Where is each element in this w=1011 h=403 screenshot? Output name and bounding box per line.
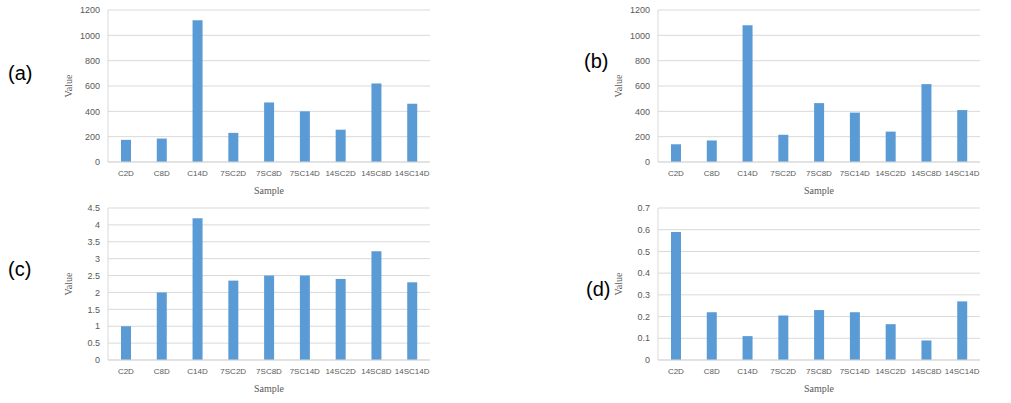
svg-text:Sample: Sample bbox=[804, 383, 835, 394]
svg-text:C8D: C8D bbox=[704, 367, 720, 376]
svg-text:7SC2D: 7SC2D bbox=[220, 169, 246, 178]
svg-text:C8D: C8D bbox=[154, 169, 170, 178]
svg-text:0.6: 0.6 bbox=[637, 225, 650, 235]
svg-text:14SC2D: 14SC2D bbox=[875, 367, 905, 376]
svg-text:C14D: C14D bbox=[187, 169, 208, 178]
svg-text:800: 800 bbox=[85, 56, 100, 66]
svg-text:7SC8D: 7SC8D bbox=[256, 367, 282, 376]
svg-text:14SC14D: 14SC14D bbox=[395, 367, 430, 376]
svg-text:3: 3 bbox=[95, 254, 100, 264]
svg-text:Value: Value bbox=[613, 74, 624, 97]
svg-text:14SC8D: 14SC8D bbox=[911, 367, 941, 376]
svg-text:1000: 1000 bbox=[630, 31, 650, 41]
svg-text:14SC2D: 14SC2D bbox=[875, 169, 905, 178]
svg-text:Value: Value bbox=[63, 272, 74, 295]
svg-text:0.5: 0.5 bbox=[637, 247, 650, 257]
html-text:(b): (b) bbox=[584, 50, 609, 72]
svg-text:2.5: 2.5 bbox=[87, 271, 100, 281]
svg-text:Sample: Sample bbox=[254, 383, 285, 394]
svg-text:600: 600 bbox=[635, 81, 650, 91]
svg-text:Sample: Sample bbox=[254, 185, 285, 196]
svg-text:1: 1 bbox=[95, 321, 100, 331]
svg-text:C2D: C2D bbox=[668, 367, 684, 376]
svg-text:7SC14D: 7SC14D bbox=[840, 367, 870, 376]
svg-text:0.4: 0.4 bbox=[637, 268, 650, 278]
svg-text:14SC14D: 14SC14D bbox=[945, 169, 980, 178]
svg-text:400: 400 bbox=[635, 107, 650, 117]
svg-text:Value: Value bbox=[613, 272, 624, 295]
svg-text:1.5: 1.5 bbox=[87, 305, 100, 315]
svg-text:7SC2D: 7SC2D bbox=[770, 367, 796, 376]
svg-text:7SC14D: 7SC14D bbox=[290, 367, 320, 376]
svg-text:14SC8D: 14SC8D bbox=[361, 169, 391, 178]
svg-text:4: 4 bbox=[95, 220, 100, 230]
svg-text:0.2: 0.2 bbox=[637, 312, 650, 322]
svg-text:7SC8D: 7SC8D bbox=[256, 169, 282, 178]
svg-text:14SC14D: 14SC14D bbox=[395, 169, 430, 178]
svg-text:0.5: 0.5 bbox=[87, 338, 100, 348]
svg-text:14SC8D: 14SC8D bbox=[361, 367, 391, 376]
svg-text:14SC14D: 14SC14D bbox=[945, 367, 980, 376]
svg-text:2: 2 bbox=[95, 288, 100, 298]
svg-text:0: 0 bbox=[95, 355, 100, 365]
svg-text:200: 200 bbox=[85, 132, 100, 142]
svg-text:0: 0 bbox=[645, 355, 650, 365]
svg-text:7SC8D: 7SC8D bbox=[806, 367, 832, 376]
svg-text:4.5: 4.5 bbox=[87, 203, 100, 213]
svg-text:7SC8D: 7SC8D bbox=[806, 169, 832, 178]
svg-text:14SC2D: 14SC2D bbox=[325, 367, 355, 376]
svg-text:1000: 1000 bbox=[80, 31, 100, 41]
svg-text:C2D: C2D bbox=[118, 169, 134, 178]
svg-text:C14D: C14D bbox=[187, 367, 208, 376]
svg-text:C2D: C2D bbox=[118, 367, 134, 376]
svg-text:0.1: 0.1 bbox=[637, 333, 650, 343]
svg-text:7SC14D: 7SC14D bbox=[840, 169, 870, 178]
svg-text:14SC8D: 14SC8D bbox=[911, 169, 941, 178]
svg-text:C8D: C8D bbox=[154, 367, 170, 376]
svg-text:400: 400 bbox=[85, 107, 100, 117]
svg-text:200: 200 bbox=[635, 132, 650, 142]
svg-text:C14D: C14D bbox=[737, 169, 758, 178]
html-text:(a): (a) bbox=[8, 62, 33, 84]
html-text:(d): (d) bbox=[586, 278, 611, 300]
svg-text:7SC14D: 7SC14D bbox=[290, 169, 320, 178]
svg-text:C8D: C8D bbox=[704, 169, 720, 178]
svg-text:7SC2D: 7SC2D bbox=[220, 367, 246, 376]
svg-text:C14D: C14D bbox=[737, 367, 758, 376]
svg-text:Value: Value bbox=[63, 74, 74, 97]
svg-text:Sample: Sample bbox=[804, 185, 835, 196]
svg-text:3.5: 3.5 bbox=[87, 237, 100, 247]
svg-text:800: 800 bbox=[635, 56, 650, 66]
html-text:(c): (c) bbox=[8, 258, 32, 280]
svg-text:7SC2D: 7SC2D bbox=[770, 169, 796, 178]
svg-text:1200: 1200 bbox=[80, 5, 100, 15]
svg-text:0.3: 0.3 bbox=[637, 290, 650, 300]
svg-text:1200: 1200 bbox=[630, 5, 650, 15]
svg-text:600: 600 bbox=[85, 81, 100, 91]
svg-text:14SC2D: 14SC2D bbox=[325, 169, 355, 178]
svg-text:0: 0 bbox=[95, 157, 100, 167]
svg-text:C2D: C2D bbox=[668, 169, 684, 178]
svg-text:0.7: 0.7 bbox=[637, 203, 650, 213]
svg-text:0: 0 bbox=[645, 157, 650, 167]
